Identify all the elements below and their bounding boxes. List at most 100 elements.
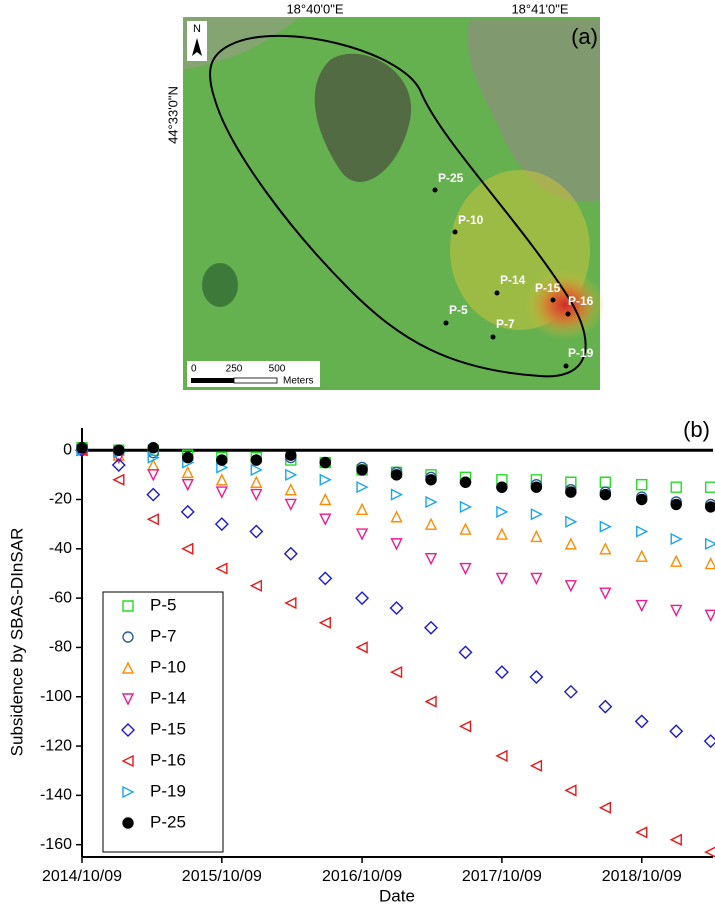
- marker: [424, 552, 438, 566]
- legend-marker: [121, 661, 135, 674]
- legend-label: P-15: [150, 719, 186, 738]
- marker: [319, 513, 332, 526]
- legend-label: P-19: [150, 781, 186, 800]
- marker: [563, 684, 578, 699]
- marker: [494, 665, 509, 680]
- marker: [458, 645, 473, 660]
- marker: [564, 784, 577, 797]
- marker: [181, 465, 194, 479]
- north-arrow: [192, 38, 202, 56]
- marker: [634, 714, 649, 729]
- marker: [355, 641, 368, 654]
- marker: [250, 454, 263, 466]
- marker: [285, 449, 297, 461]
- legend-marker: [121, 693, 135, 706]
- panel-label: (b): [683, 417, 710, 442]
- marker: [636, 493, 648, 506]
- marker: [458, 720, 472, 733]
- marker: [390, 488, 404, 501]
- marker: [635, 549, 648, 562]
- scale-bar: [191, 378, 234, 383]
- y-tick-label: -160: [40, 836, 72, 853]
- legend-label: P-16: [150, 750, 186, 769]
- x-tick-label: 2015/10/09: [182, 868, 262, 885]
- marker: [670, 481, 682, 493]
- x-tick-label: 2016/10/09: [322, 868, 402, 885]
- legend-label: P-5: [150, 595, 176, 614]
- marker: [355, 528, 369, 541]
- marker: [425, 495, 438, 509]
- marker: [564, 580, 577, 593]
- point: [494, 290, 500, 296]
- marker: [214, 517, 229, 532]
- marker: [112, 473, 125, 486]
- marker: [704, 557, 715, 570]
- marker: [705, 501, 715, 513]
- legend-label: P-7: [150, 626, 176, 645]
- marker: [670, 604, 683, 618]
- marker: [599, 542, 612, 555]
- scale-unit: Meters: [283, 376, 314, 387]
- point: [563, 363, 569, 369]
- marker: [390, 510, 403, 523]
- marker: [705, 481, 715, 493]
- lat-label: 44°33'0"N: [165, 86, 180, 144]
- marker: [215, 486, 228, 499]
- marker: [530, 508, 543, 521]
- marker: [496, 505, 509, 518]
- marker: [669, 724, 684, 739]
- marker: [599, 520, 612, 533]
- marker: [181, 479, 194, 492]
- marker: [565, 515, 578, 528]
- stadium: [202, 263, 238, 307]
- marker: [530, 529, 543, 543]
- point: [550, 297, 556, 303]
- marker: [495, 527, 509, 540]
- red-zone: [525, 270, 605, 340]
- scale-label: 0: [191, 364, 197, 375]
- y-tick-label: -60: [49, 589, 72, 606]
- marker: [215, 562, 228, 575]
- scale-label: 250: [226, 364, 243, 375]
- marker: [318, 571, 333, 586]
- marker: [669, 833, 682, 846]
- marker: [111, 457, 126, 472]
- marker: [530, 481, 543, 493]
- series: [76, 442, 715, 513]
- series: [75, 443, 715, 749]
- marker: [598, 801, 612, 814]
- marker: [704, 846, 715, 858]
- x-axis-label: Date: [379, 886, 415, 905]
- point-label: P-16: [568, 294, 594, 308]
- point: [565, 311, 571, 317]
- study-area-outline: [209, 34, 587, 378]
- hill: [314, 53, 412, 182]
- marker: [635, 826, 648, 839]
- x-tick-label: 2014/10/09: [42, 868, 122, 885]
- marker: [459, 476, 472, 488]
- marker: [530, 572, 543, 585]
- marker: [390, 469, 403, 481]
- marker: [283, 546, 298, 561]
- marker: [250, 463, 263, 477]
- legend-label: P-10: [150, 657, 186, 676]
- marker: [704, 609, 715, 622]
- urban-area: [183, 17, 300, 70]
- marker: [670, 532, 683, 546]
- y-tick-label: -100: [40, 688, 72, 705]
- lon-label: 18°41'0"E: [511, 1, 568, 16]
- marker: [599, 587, 612, 600]
- x-tick-label: 2017/10/09: [462, 868, 542, 885]
- marker: [529, 670, 544, 685]
- point-label: P-15: [535, 281, 561, 295]
- marker: [496, 481, 508, 493]
- marker: [249, 524, 264, 539]
- chart-panel: (b) Date Subsidence by SBAS-DInSAR 0 -20 -…: [7, 417, 715, 905]
- marker: [216, 454, 228, 466]
- marker: [459, 522, 472, 535]
- marker: [635, 599, 648, 613]
- marker: [390, 538, 403, 551]
- marker: [319, 456, 331, 469]
- marker: [636, 479, 648, 491]
